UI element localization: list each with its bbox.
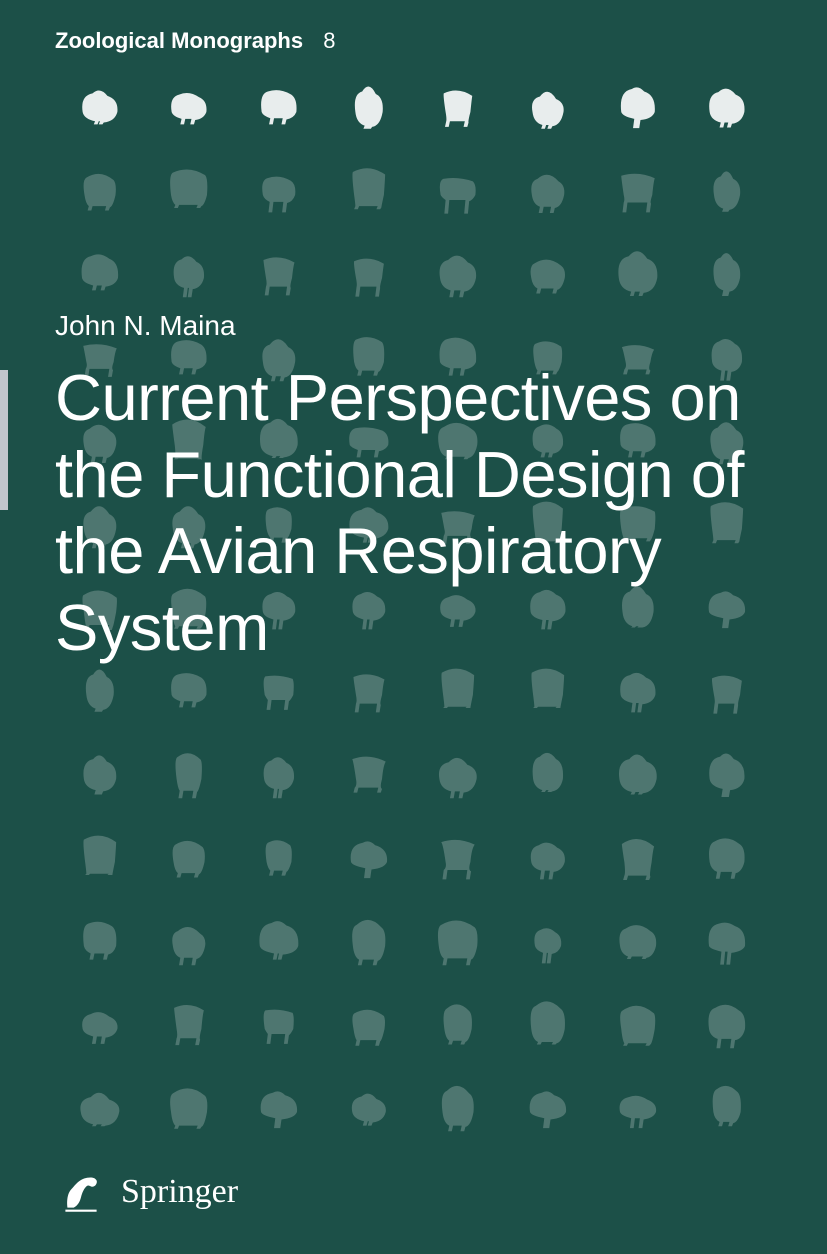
hedgehog-icon [145, 820, 235, 903]
hedgehog-icon [55, 153, 145, 236]
elephant-icon [503, 820, 593, 903]
goat-icon [593, 987, 683, 1070]
hen-icon [593, 904, 683, 987]
bee-icon [324, 904, 414, 987]
horse-icon [503, 70, 593, 153]
whale-icon [324, 237, 414, 320]
zebra-icon [593, 737, 683, 820]
beetle-icon [682, 904, 772, 987]
kangaroo-icon [414, 70, 504, 153]
seal-icon [234, 237, 324, 320]
eagle-icon [145, 987, 235, 1070]
duck-icon [414, 237, 504, 320]
baboon-icon [682, 987, 772, 1070]
spine-accent-bar [0, 370, 8, 510]
porcupine-icon [324, 737, 414, 820]
emu-icon [55, 237, 145, 320]
guinea-pig-icon [414, 153, 504, 236]
ostrich-icon [234, 737, 324, 820]
llama-icon [145, 1071, 235, 1154]
book-title: Current Perspectives on the Functional D… [55, 360, 787, 667]
moose-icon [593, 70, 683, 153]
deer-icon [324, 70, 414, 153]
bird-icon [503, 1071, 593, 1154]
snake-icon [55, 987, 145, 1070]
dog-icon [234, 70, 324, 153]
crocodile-icon [593, 820, 683, 903]
frog-icon [55, 820, 145, 903]
author-name: John N. Maina [55, 310, 236, 342]
monkey-icon [324, 987, 414, 1070]
bat-icon [414, 1071, 504, 1154]
spider-icon [234, 904, 324, 987]
series-name: Zoological Monographs [55, 28, 303, 53]
pig-icon [682, 1071, 772, 1154]
platypus-icon [55, 70, 145, 153]
parrot-icon [234, 153, 324, 236]
mouse-icon [682, 153, 772, 236]
ostrich-icon [145, 237, 235, 320]
squirrel-icon [234, 987, 324, 1070]
buffalo-icon [593, 1071, 683, 1154]
sloth-icon [414, 987, 504, 1070]
rooster-icon [145, 70, 235, 153]
series-volume: 8 [323, 28, 335, 53]
publisher-name: Springer [121, 1173, 238, 1211]
ant-icon [414, 904, 504, 987]
turkey-icon [55, 904, 145, 987]
swan-icon [145, 153, 235, 236]
pelican-icon [145, 904, 235, 987]
rabbit-icon [503, 153, 593, 236]
series-header: Zoological Monographs 8 [55, 28, 335, 54]
hippo-icon [414, 737, 504, 820]
yak-icon [503, 237, 593, 320]
giraffe-icon [414, 820, 504, 903]
bird-icon [234, 1071, 324, 1154]
fish-icon [145, 737, 235, 820]
rhino-icon [503, 737, 593, 820]
otter-icon [234, 820, 324, 903]
capybara-icon [593, 153, 683, 236]
goose-icon [682, 237, 772, 320]
lion-icon [682, 820, 772, 903]
bear-icon [682, 70, 772, 153]
scorpion-icon [503, 904, 593, 987]
publisher-block: Springer [55, 1166, 238, 1218]
hummingbird-icon [55, 737, 145, 820]
chick-icon [324, 153, 414, 236]
falcon-icon [324, 1071, 414, 1154]
donkey-icon [682, 737, 772, 820]
bird-icon [324, 820, 414, 903]
springer-horse-icon [55, 1166, 107, 1218]
flamingo-icon [503, 987, 593, 1070]
sheep-icon [593, 237, 683, 320]
stork-icon [55, 1071, 145, 1154]
